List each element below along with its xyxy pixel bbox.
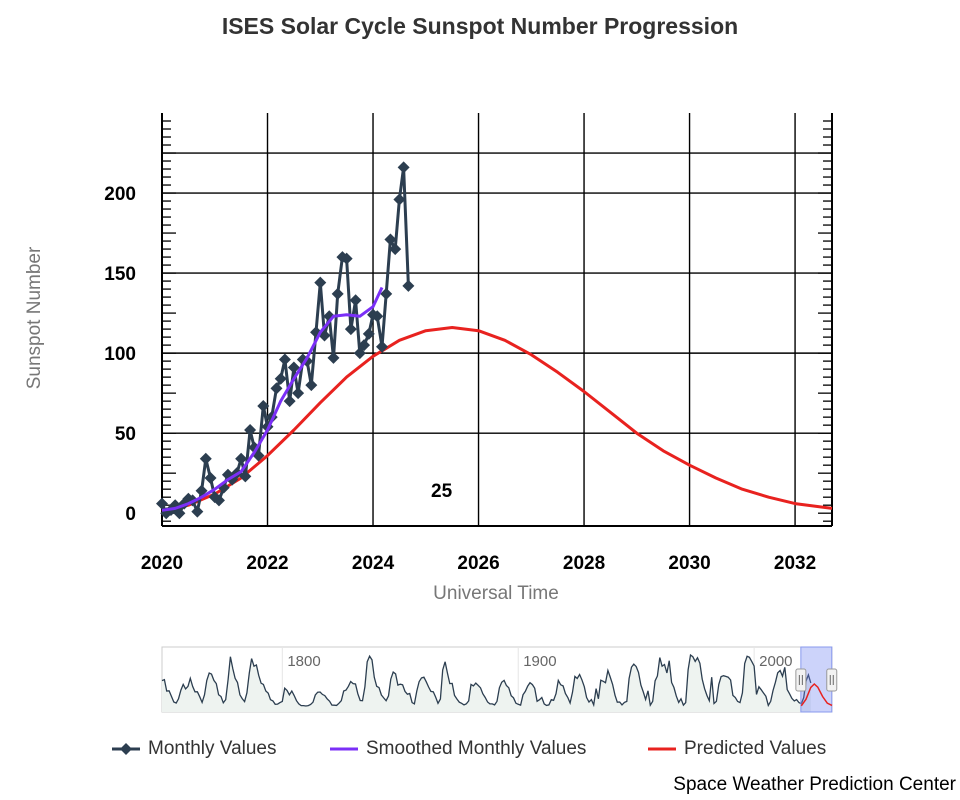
- handle-grip-icon: [795, 668, 807, 692]
- y-tick-label: 100: [104, 344, 136, 365]
- legend-label-smoothed: Smoothed Monthly Values: [366, 738, 587, 759]
- monthly-value-point: [235, 452, 248, 465]
- monthly-value-point: [344, 323, 357, 336]
- monthly-value-point: [191, 505, 204, 518]
- navigator-history-line: [161, 653, 812, 708]
- navigator-predicted-line: [800, 682, 833, 707]
- monthly-value-point: [353, 347, 366, 360]
- navigator-year-label: 2000: [759, 653, 792, 670]
- monthly-value-point: [314, 276, 327, 289]
- monthly-value-point: [257, 399, 270, 412]
- legend-label-monthly: Monthly Values: [148, 738, 277, 759]
- smoothed-series-line-icon: [330, 747, 358, 751]
- monthly-value-point: [393, 193, 406, 206]
- smoothed-values-line: [161, 286, 384, 512]
- navigator-year-label: 1900: [523, 653, 556, 670]
- monthly-value-point: [397, 161, 410, 174]
- x-tick-label: 2030: [668, 553, 710, 574]
- credit-text: Space Weather Prediction Center: [673, 774, 956, 795]
- monthly-value-point: [402, 279, 415, 292]
- monthly-value-point: [389, 243, 402, 256]
- monthly-value-point: [362, 327, 375, 340]
- monthly-value-point: [371, 310, 384, 323]
- y-tick-label: 50: [115, 424, 136, 445]
- plot-area: 2020 2022 2024 2026 2028 2030 2032 0 50 100 150 200…: [104, 113, 833, 574]
- monthly-value-point: [239, 470, 252, 483]
- monthly-value-point: [270, 382, 283, 395]
- monthly-value-point: [287, 361, 300, 374]
- x-tick-label: 2026: [457, 553, 499, 574]
- predicted-values-line: [161, 326, 833, 514]
- navigator-right-handle[interactable]: [826, 668, 838, 692]
- navigator-left-handle[interactable]: [795, 668, 807, 692]
- monthly-value-point: [274, 372, 287, 385]
- monthly-value-point: [340, 252, 353, 265]
- cycle-label: 25: [431, 481, 453, 502]
- handle-grip-icon: [826, 668, 838, 692]
- monthly-value-point: [349, 294, 362, 307]
- chart-title: ISES Solar Cycle Sunspot Number Progress…: [222, 13, 738, 39]
- y-tick-label: 200: [104, 184, 136, 205]
- y-axis-title: Sunspot Number: [24, 246, 45, 389]
- y-tick-label: 150: [104, 264, 136, 285]
- x-tick-label: 2022: [246, 553, 288, 574]
- monthly-value-point: [358, 339, 371, 352]
- predicted-series-line-icon: [648, 747, 676, 751]
- navigator-year-label: 1800: [287, 653, 320, 670]
- time-range-navigator[interactable]: 1800 1900 2000: [161, 646, 838, 713]
- chart-legend: Monthly Values Smoothed Monthly Values P…: [0, 738, 960, 768]
- monthly-value-point: [156, 497, 168, 510]
- monthly-value-point: [278, 353, 291, 366]
- monthly-value-point: [305, 379, 318, 392]
- x-axis-title: Universal Time: [433, 583, 559, 604]
- monthly-value-point: [327, 351, 340, 364]
- monthly-value-point: [212, 494, 225, 507]
- monthly-value-point: [283, 395, 296, 408]
- monthly-value-point: [244, 423, 257, 436]
- monthly-value-point: [380, 287, 393, 300]
- monthly-value-point: [248, 441, 261, 454]
- monthly-value-point: [384, 233, 397, 246]
- monthly-value-point: [331, 287, 344, 300]
- legend-item-smoothed[interactable]: Smoothed Monthly Values: [330, 738, 586, 760]
- legend-item-predicted[interactable]: Predicted Values: [648, 738, 826, 760]
- monthly-value-point: [173, 507, 186, 520]
- legend-item-monthly[interactable]: Monthly Values: [112, 738, 277, 760]
- monthly-value-point: [199, 452, 212, 465]
- monthly-series-marker-icon: [112, 743, 140, 755]
- monthly-value-point: [375, 340, 388, 353]
- x-tick-label: 2028: [563, 553, 605, 574]
- monthly-value-point: [292, 387, 305, 400]
- x-tick-label: 2024: [352, 553, 395, 574]
- x-tick-label: 2020: [141, 553, 183, 574]
- x-tick-label: 2032: [774, 553, 816, 574]
- y-tick-label: 0: [125, 504, 136, 525]
- legend-label-predicted: Predicted Values: [684, 738, 827, 759]
- monthly-values-line: [160, 165, 410, 515]
- monthly-value-point: [204, 471, 217, 484]
